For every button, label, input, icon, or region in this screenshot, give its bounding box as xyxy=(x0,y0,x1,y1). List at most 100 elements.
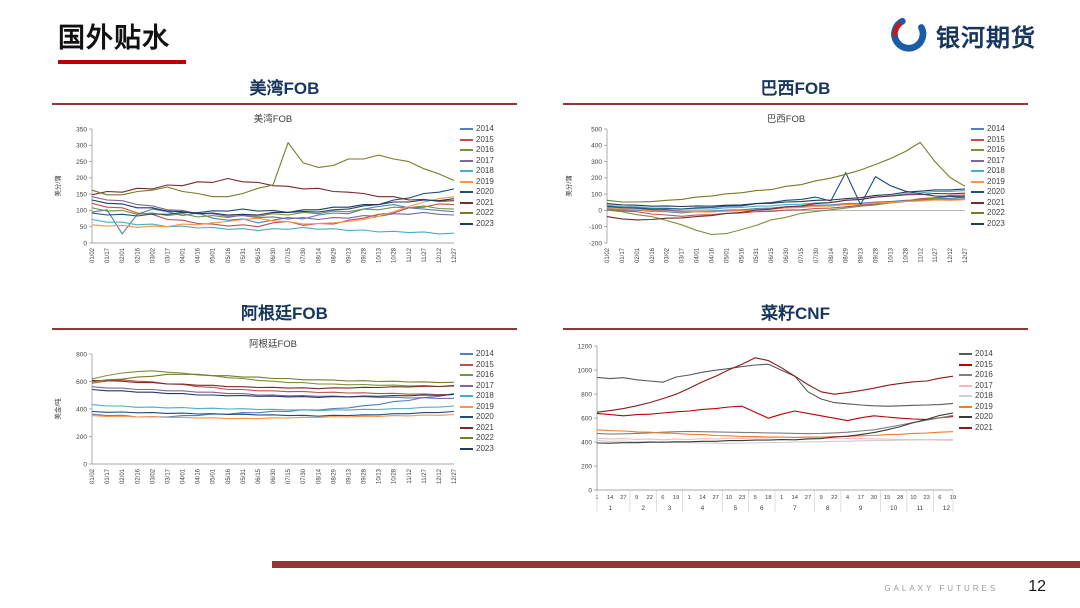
x-tick-label: 19 xyxy=(673,495,679,501)
legend-swatch xyxy=(959,384,972,387)
x-tick-label: 08/14 xyxy=(829,247,835,263)
legend-label: 2016 xyxy=(987,145,1005,154)
x-tick-label: 10 xyxy=(910,495,916,501)
x-tick-label: 09/13 xyxy=(859,247,865,263)
month-label: 5 xyxy=(734,505,738,512)
legend-label: 2015 xyxy=(476,359,494,369)
y-axis-label: 美金/吨 xyxy=(53,398,62,420)
series-2019 xyxy=(596,429,954,438)
y-tick-label: 800 xyxy=(581,391,592,398)
chart-canvas: 阿根廷FOB 0 200 400 600 800 美金/吨 01/02 01/17 02/01 02… xyxy=(53,338,458,484)
legend-swatch xyxy=(971,159,984,162)
x-tick-label: 06/15 xyxy=(256,468,262,484)
legend-item: 2014 xyxy=(460,125,494,133)
x-tick-label: 12/12 xyxy=(948,247,954,263)
legend-label: 2023 xyxy=(476,218,494,228)
x-tick-label: 07/30 xyxy=(814,247,820,263)
x-tick-label: 11/27 xyxy=(422,247,428,262)
x-tick-label: 14 xyxy=(607,495,614,501)
title-underline xyxy=(58,60,186,64)
x-tick-label: 9 xyxy=(820,495,823,501)
series-2021 xyxy=(91,379,455,390)
series-2018 xyxy=(606,190,966,210)
x-tick-label: 06/15 xyxy=(256,247,262,263)
title-block: 国外贴水 xyxy=(58,16,186,64)
x-tick-label: 10/28 xyxy=(392,247,398,263)
legend-item: 2018 xyxy=(959,392,993,400)
month-label: 2 xyxy=(641,505,645,512)
x-tick-label: 02/16 xyxy=(650,247,656,263)
month-label: 1 xyxy=(608,505,612,512)
x-tick-label: 22 xyxy=(647,495,653,501)
panel-heading-rule xyxy=(52,103,517,105)
chart-title: 巴西FOB xyxy=(767,114,806,125)
legend-swatch xyxy=(971,180,984,183)
x-tick-label: 05/01 xyxy=(211,468,217,484)
series-2021 xyxy=(606,192,966,221)
legend-item: 2019 xyxy=(971,177,1005,186)
x-tick-label: 10/28 xyxy=(392,468,398,484)
footer-brand: GALAXY FUTURES xyxy=(884,584,999,593)
panel-brazil-fob: 巴西FOB 巴西FOB -200 -100 0 100 200 300 400 500 美分/蒲 0… xyxy=(563,68,1028,283)
x-tick-label: 08/14 xyxy=(316,247,322,263)
y-tick-label: 200 xyxy=(591,175,602,182)
x-tick-label: 06/30 xyxy=(784,247,790,263)
x-tick-label: 23 xyxy=(739,495,745,501)
series-2014 xyxy=(596,363,954,407)
legend-swatch xyxy=(971,170,984,172)
legend-swatch xyxy=(460,159,473,162)
page-title: 国外贴水 xyxy=(58,23,170,53)
legend-swatch xyxy=(460,363,473,366)
y-tick-label: 250 xyxy=(76,159,87,166)
y-tick-label: 300 xyxy=(591,159,602,166)
series-2021 xyxy=(596,357,954,413)
x-tick-label: 07/15 xyxy=(286,247,292,263)
x-tick-label: 04/01 xyxy=(181,247,187,263)
legend-swatch xyxy=(959,363,972,366)
x-tick-label: 12/27 xyxy=(452,468,458,484)
legend-label: 2014 xyxy=(476,124,494,133)
y-tick-label: 1200 xyxy=(578,343,593,350)
y-tick-label: 800 xyxy=(76,351,87,358)
legend-label: 2017 xyxy=(476,380,494,390)
legend-label: 2021 xyxy=(987,197,1005,207)
legend-item: 2023 xyxy=(460,218,494,228)
y-tick-label: 100 xyxy=(76,208,87,215)
legend-item: 2021 xyxy=(460,197,494,207)
x-tick-label: 03/02 xyxy=(665,247,671,263)
legend-item: 2016 xyxy=(959,371,993,379)
legend-label: 2021 xyxy=(476,197,494,207)
x-tick-label: 22 xyxy=(831,495,837,501)
x-tick-label: 14 xyxy=(699,495,706,501)
x-tick-label: 05/16 xyxy=(226,247,232,263)
legend-swatch xyxy=(460,149,473,151)
series-2019 xyxy=(91,196,455,228)
x-tick-label: 01/02 xyxy=(90,247,96,263)
y-tick-label: 300 xyxy=(76,143,87,150)
legend-swatch xyxy=(460,416,473,418)
legend-item: 2014 xyxy=(971,125,1005,133)
legend-item: 2020 xyxy=(460,413,494,421)
legend-item: 2022 xyxy=(971,209,1005,217)
chart-legend: 2014 2015 2016 2017 2018 2019 2020 2021 xyxy=(959,350,993,432)
legend-label: 2023 xyxy=(476,443,494,453)
chart-canvas: 美湾FOB 0 50 100 150 200 250 300 350 美分/蒲 01/02 01/17… xyxy=(53,113,458,263)
legend-item: 2015 xyxy=(460,135,494,144)
legend-item: 2022 xyxy=(460,209,494,217)
x-tick-label: 05/01 xyxy=(211,247,217,263)
legend-swatch xyxy=(971,212,984,214)
x-tick-label: 28 xyxy=(897,495,903,501)
legend-swatch xyxy=(959,395,972,397)
legend-item: 2021 xyxy=(959,423,993,432)
y-tick-label: 600 xyxy=(76,379,87,386)
footer: GALAXY FUTURES 12 xyxy=(884,578,1046,596)
legend-label: 2016 xyxy=(975,370,993,379)
legend-label: 2014 xyxy=(975,349,993,358)
legend-item: 2015 xyxy=(971,135,1005,144)
series-2020 xyxy=(91,410,455,417)
x-tick-label: 08/14 xyxy=(316,468,322,484)
y-tick-label: 200 xyxy=(76,175,87,182)
legend-swatch xyxy=(460,212,473,214)
x-tick-label: 14 xyxy=(792,495,799,501)
chart-legend: 2014 2015 2016 2017 2018 2019 2020 2021 2022 2023 xyxy=(460,350,494,453)
